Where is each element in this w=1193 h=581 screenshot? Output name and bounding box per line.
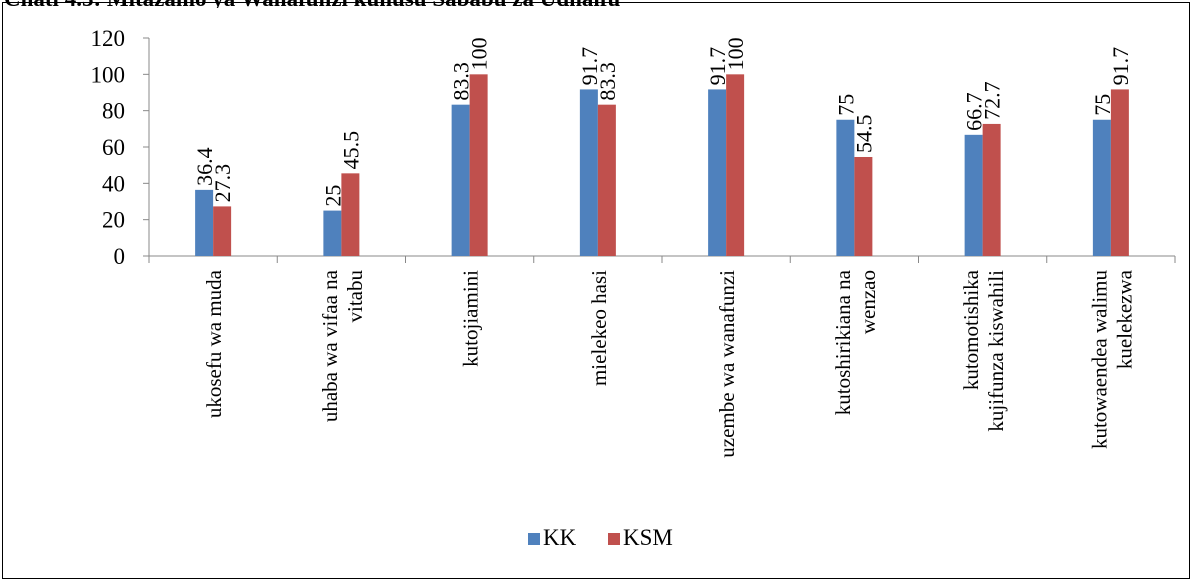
category-label: ukosefu wa muda [202,269,226,418]
legend-item-kk: KK [528,525,577,550]
category-label: kutojiamini [459,270,483,367]
data-label: 66.7 [962,92,987,131]
bar-ksm [341,173,360,256]
data-label: 72.7 [980,81,1005,120]
category-label: wenzao [856,270,880,334]
bar-ksm [1110,89,1129,256]
data-label: 100 [467,37,492,70]
data-label: 25 [320,185,345,207]
data-label: 36.4 [192,147,217,186]
data-label: 91.7 [577,47,602,86]
y-tick-label: 40 [102,171,125,196]
bar-kk [964,134,983,256]
y-tick-label: 80 [102,99,125,124]
legend-label: KSM [623,525,673,550]
y-tick-label: 120 [91,26,126,51]
bar-kk [579,89,598,256]
category-label: kutowaendea walimu [1087,270,1111,450]
bar-ksm [982,123,1001,256]
bar-kk [1092,119,1111,256]
bar-ksm [597,104,616,257]
bar-ksm [213,206,232,256]
bar-kk [836,119,855,256]
legend-swatch [528,533,540,545]
legend-label: KK [543,525,577,550]
data-label: 91.7 [705,47,730,86]
bar-kk [195,189,214,256]
y-tick-label: 20 [102,208,125,233]
category-label: uzembe wa wanafunzi [715,270,739,458]
data-label: 75 [833,94,858,116]
bar-ksm [854,156,873,256]
category-label: uhaba wa vifaa na [318,269,342,422]
y-tick-label: 100 [91,62,126,87]
data-label: 45.5 [338,131,363,170]
data-label: 83.3 [449,62,474,101]
y-tick-label: 60 [102,135,125,160]
data-label: 54.5 [851,114,876,153]
data-label: 91.7 [1108,47,1133,86]
data-label: 27.3 [210,164,235,203]
bar-ksm [726,74,745,256]
legend-swatch [608,533,620,545]
legend-item-ksm: KSM [608,525,673,550]
category-label: kutomotishika [959,269,983,390]
category-label: vitabu [343,270,367,323]
bar-kk [323,210,342,256]
bar-kk [708,89,727,256]
figure-caption: Chati 4.3: Mitazamo ya Wanafunzi kuhusu … [0,0,1193,8]
category-label: kuelekezwa [1112,269,1136,369]
data-label: 75 [1090,94,1115,116]
category-label: kujifunza kiswahili [984,270,1008,432]
bar-ksm [469,74,488,256]
data-label: 100 [723,37,748,70]
category-label: mielekeo hasi [587,270,611,386]
data-label: 83.3 [595,62,620,101]
y-tick-label: 0 [114,244,126,269]
category-label: kutoshirikiana na [831,269,855,415]
bar-kk [451,104,470,257]
